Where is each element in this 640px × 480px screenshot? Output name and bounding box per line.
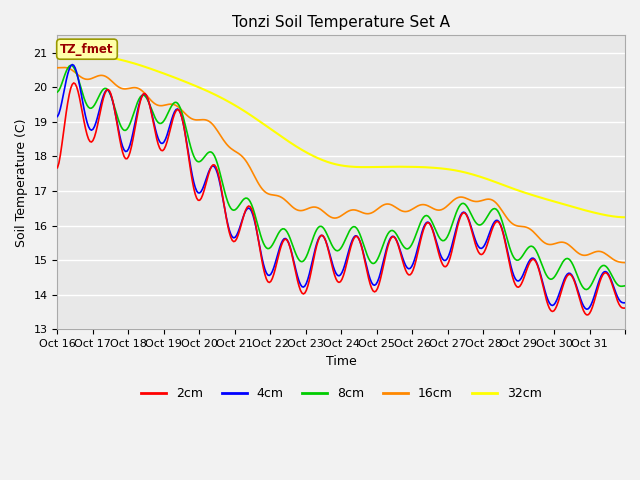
Y-axis label: Soil Temperature (C): Soil Temperature (C): [15, 118, 28, 247]
X-axis label: Time: Time: [326, 355, 356, 368]
Legend: 2cm, 4cm, 8cm, 16cm, 32cm: 2cm, 4cm, 8cm, 16cm, 32cm: [136, 383, 547, 406]
Title: Tonzi Soil Temperature Set A: Tonzi Soil Temperature Set A: [232, 15, 450, 30]
Text: TZ_fmet: TZ_fmet: [60, 43, 114, 56]
